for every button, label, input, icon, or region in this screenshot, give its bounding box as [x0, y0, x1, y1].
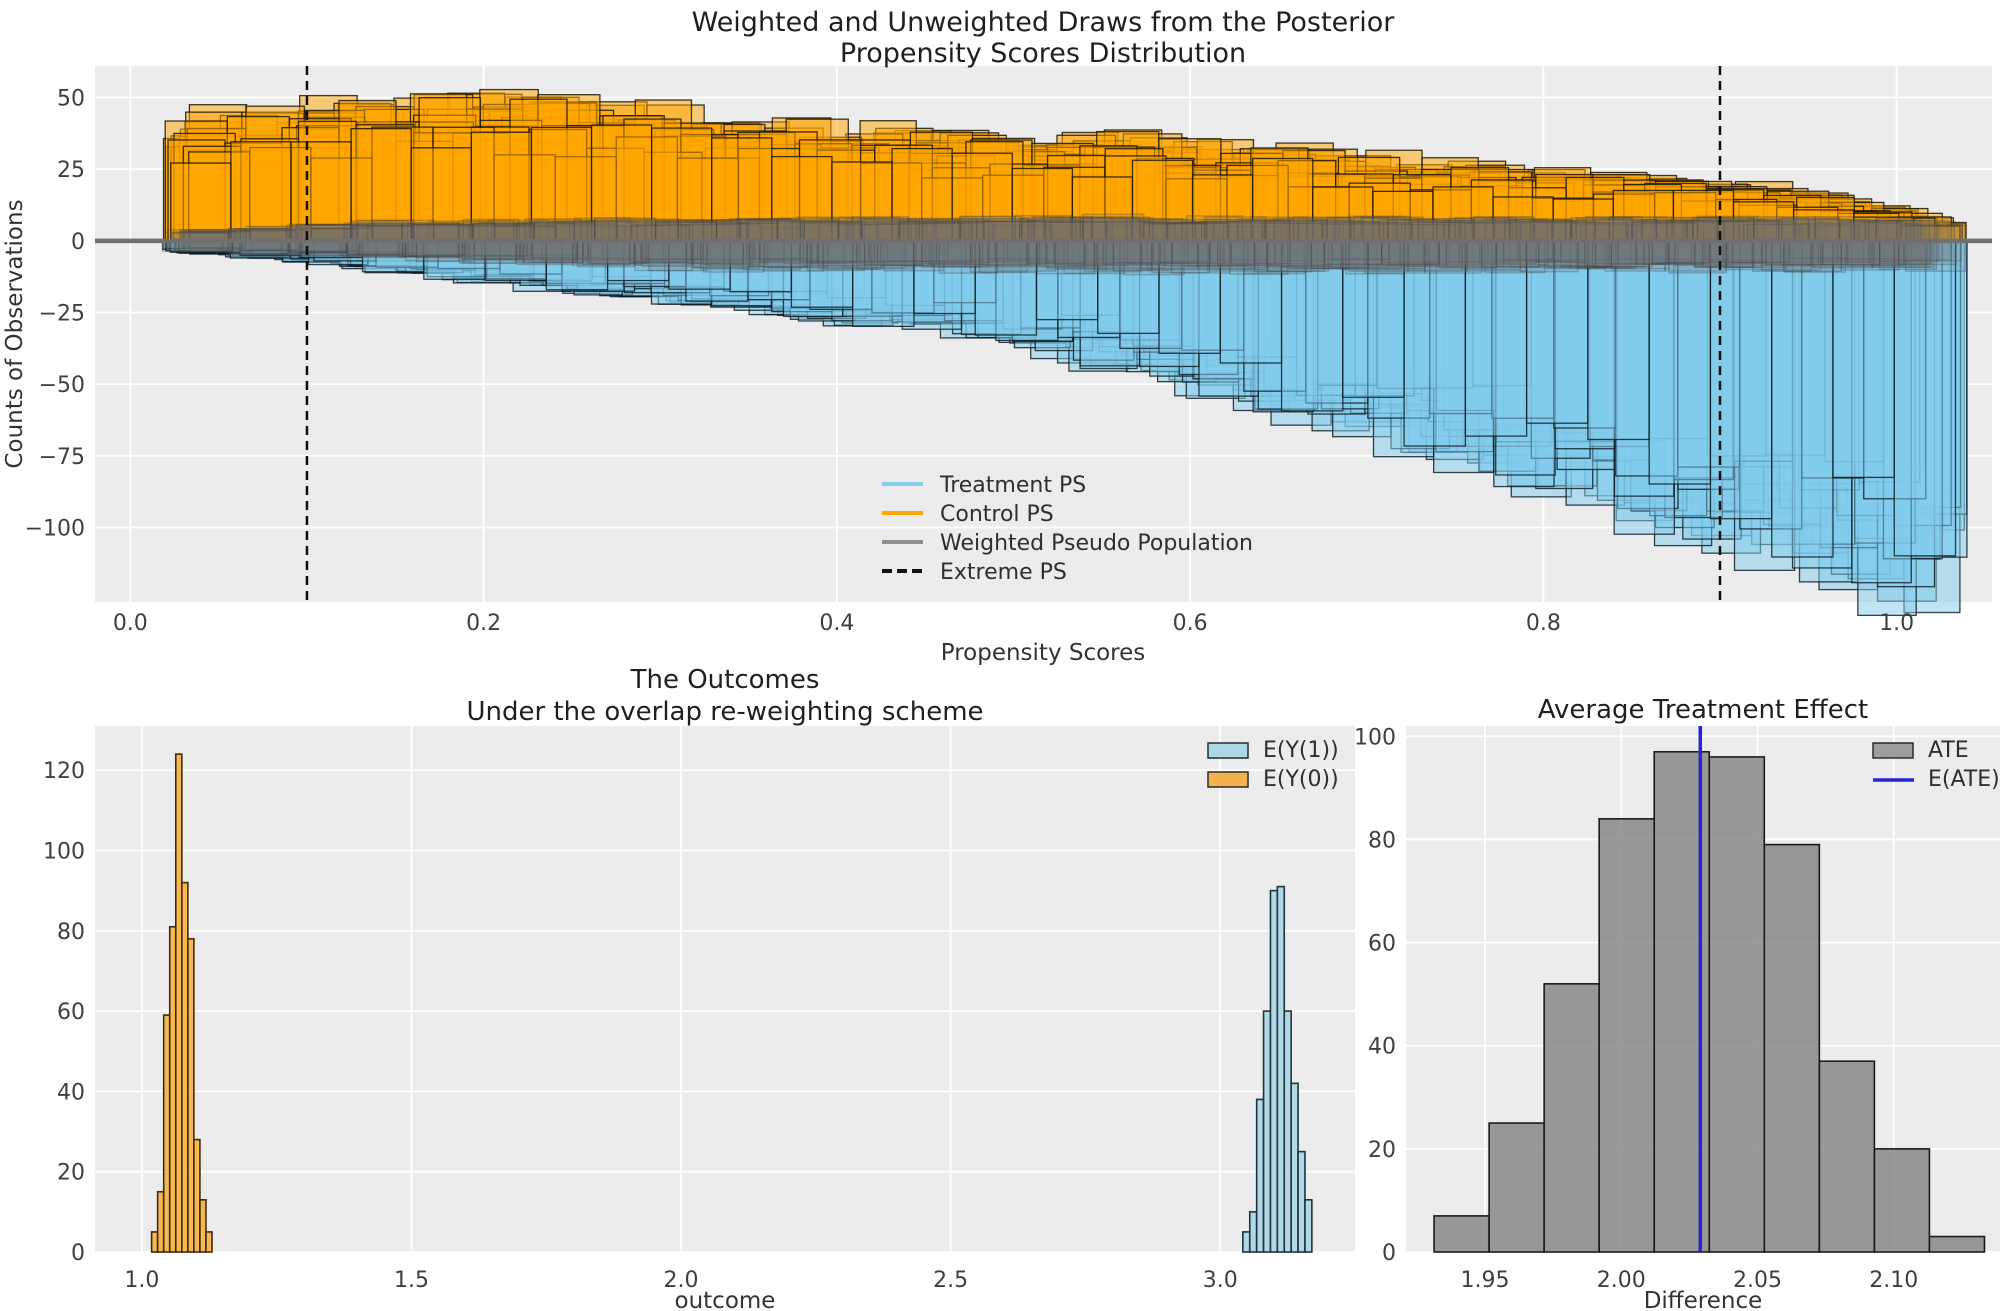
histogram-bar	[1304, 1199, 1313, 1253]
outcomes-x-tick-label: 2.5	[933, 1268, 968, 1293]
outcomes-y-tick-label: 40	[57, 1080, 85, 1105]
legend-patch-sample	[1207, 742, 1249, 759]
top-x-tick-label: 0.4	[819, 611, 854, 636]
ate-y-tick-label: 40	[1368, 1035, 1396, 1060]
histogram-bar	[1433, 1215, 1490, 1253]
top-y-tick-label: −50	[39, 373, 85, 398]
outcomes-x-tick-label: 3.0	[1203, 1268, 1238, 1293]
weighted-pseudo-draws-below	[161, 240, 1967, 276]
top-y-axis-label: Counts of Observations	[2, 199, 28, 468]
histogram-bar	[1262, 1010, 1272, 1253]
outcomes-y-tick-label: 80	[57, 920, 85, 945]
histogram-bar	[1297, 1150, 1306, 1253]
weighted-pseudo-draws-above	[166, 213, 1967, 242]
histogram-bar	[1242, 1231, 1251, 1253]
top-x-tick-label: 0.2	[466, 611, 501, 636]
top-legend-label: Weighted Pseudo Population	[940, 531, 1253, 556]
ate-x-tick-label: 2.10	[1869, 1268, 1918, 1293]
outcomes-legend-label: E(Y(0))	[1263, 767, 1339, 792]
histogram-bar	[156, 1190, 165, 1253]
histogram-bar	[205, 1231, 213, 1253]
ate-y-tick-label: 20	[1368, 1138, 1396, 1163]
histogram-bar	[150, 1231, 159, 1253]
histogram-bar	[1763, 843, 1821, 1253]
top-title-line-2: Propensity Scores Distribution	[840, 38, 1246, 69]
outcomes-x-tick-label: 2.0	[664, 1268, 699, 1293]
axes-background	[95, 726, 1355, 1252]
histogram-bar	[1873, 1148, 1931, 1253]
outcomes-title-line-1: The Outcomes	[630, 665, 820, 695]
ate-legend: ATE E(ATE)	[1872, 738, 2000, 792]
histogram-bar	[1488, 1122, 1545, 1253]
outcomes-y-tick-label: 20	[57, 1161, 85, 1186]
top-x-tick-label: 0.8	[1526, 611, 1561, 636]
outcomes-y-tick-label: 0	[71, 1241, 85, 1266]
top-x-tick-label: 1.0	[1879, 611, 1914, 636]
histogram-bar	[1928, 1235, 1986, 1253]
outcomes-y-tick-label: 120	[43, 759, 85, 784]
outcomes-y-tick-label: 60	[57, 1000, 85, 1025]
ey1-bars	[1242, 885, 1313, 1253]
histogram-bar	[168, 925, 177, 1253]
histogram-bar	[174, 753, 183, 1253]
top-x-axis-label: Propensity Scores	[941, 640, 1146, 666]
histogram-bar	[1248, 1211, 1258, 1253]
outcomes-legend-label: E(Y(1))	[1263, 738, 1339, 763]
histogram-bar	[162, 1014, 171, 1253]
top-y-tick-label: −100	[25, 516, 85, 541]
histogram-bar	[199, 1199, 207, 1253]
histogram-bar	[187, 938, 195, 1253]
gridlines	[95, 726, 1355, 1253]
ate-x-axis-label: Difference	[1644, 1288, 1763, 1311]
histogram-bar	[1290, 1082, 1299, 1253]
top-x-tick-label: 0.6	[1173, 611, 1208, 636]
histogram-bar	[193, 1138, 201, 1253]
ate-y-tick-label: 60	[1368, 932, 1396, 957]
top-y-tick-label: 25	[57, 158, 85, 183]
histogram-bar	[1269, 889, 1279, 1253]
top-y-tick-label: −25	[39, 302, 85, 327]
ate-x-tick-label: 2.00	[1597, 1268, 1646, 1293]
top-title-line-1: Weighted and Unweighted Draws from the P…	[692, 7, 1396, 38]
histogram-bar	[1543, 983, 1600, 1253]
ate-title-line-1: Average Treatment Effect	[1538, 695, 1868, 725]
top-legend-label: Control PS	[940, 502, 1054, 527]
outcomes-title-line-2: Under the overlap re-weighting scheme	[466, 697, 983, 727]
top-x-tick-label: 0.0	[113, 611, 148, 636]
top-legend-label: Extreme PS	[940, 560, 1067, 585]
ey0-bars	[150, 753, 213, 1253]
ate-legend-label: ATE	[1928, 738, 1969, 763]
histogram-bar	[1255, 1098, 1265, 1253]
outcomes-x-axis-label: outcome	[675, 1288, 776, 1311]
ate-bars	[1433, 750, 1986, 1253]
outcomes-x-tick-label: 1.0	[124, 1268, 159, 1293]
top-y-tick-label: −75	[39, 445, 85, 470]
top-y-tick-label: 0	[71, 230, 85, 255]
ate-x-tick-label: 2.05	[1733, 1268, 1782, 1293]
top-y-tick-label: 50	[57, 87, 85, 112]
ate-y-tick-label: 0	[1382, 1241, 1396, 1266]
histogram-bar	[181, 881, 189, 1253]
legend-patch-sample	[1207, 771, 1249, 788]
outcomes-y-tick-label: 100	[43, 839, 85, 864]
ate-y-tick-label: 100	[1354, 725, 1396, 750]
ate-x-tick-label: 1.95	[1461, 1268, 1510, 1293]
histogram-bar	[1818, 1060, 1876, 1253]
ate-legend-label: E(ATE)	[1928, 767, 2000, 792]
histogram-bar	[1283, 1010, 1292, 1253]
histogram-bar	[1598, 818, 1656, 1253]
top-legend: Treatment PS Control PS Weighted Pseudo Po…	[882, 473, 1253, 585]
legend-patch-sample	[1872, 742, 1914, 759]
top-legend-label: Treatment PS	[939, 473, 1086, 498]
histogram-bar	[1276, 885, 1286, 1253]
outcomes-x-tick-label: 1.5	[394, 1268, 429, 1293]
control-ps-draws	[162, 88, 1967, 242]
outcomes-legend: E(Y(1)) E(Y(0))	[1207, 738, 1339, 792]
ate-y-tick-label: 80	[1368, 828, 1396, 853]
histogram-bar	[1708, 756, 1766, 1253]
